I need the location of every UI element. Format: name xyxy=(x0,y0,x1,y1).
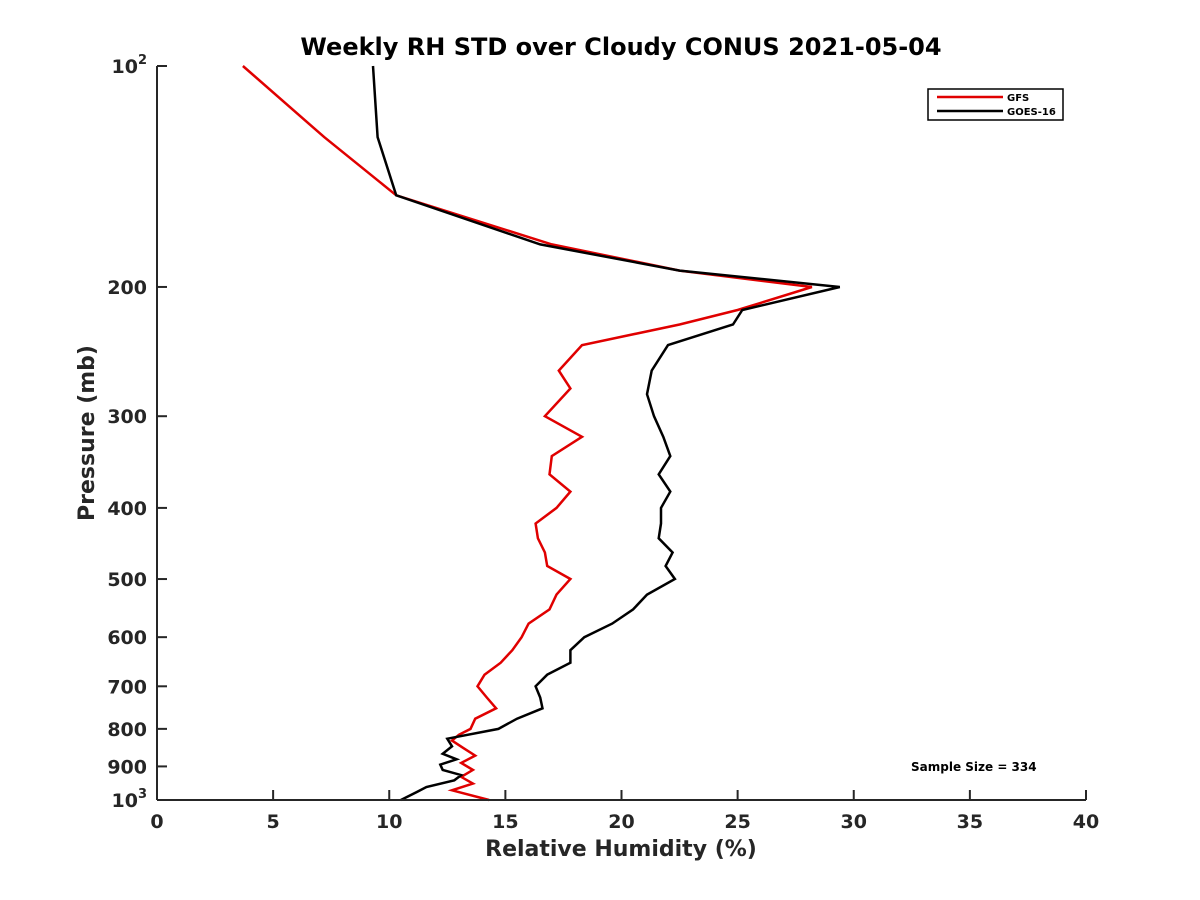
legend-box xyxy=(927,88,1064,121)
y-axis-ticks: 102 200 300 400 500 600 700 800 900 103 xyxy=(107,53,167,812)
x-tick-label: 0 xyxy=(150,811,163,833)
x-tick-label: 15 xyxy=(492,811,518,833)
chart-title: Weekly RH STD over Cloudy CONUS 2021-05-… xyxy=(300,33,941,61)
series-line-gfs xyxy=(242,65,813,802)
x-tick-label: 35 xyxy=(957,811,983,833)
y-tick-label: 102 xyxy=(112,53,148,78)
y-tick-label: 800 xyxy=(107,719,147,741)
y-tick-label: 600 xyxy=(107,627,147,649)
y-tick-label: 500 xyxy=(107,569,147,591)
y-tick-label: 400 xyxy=(107,498,147,520)
y-tick-label: 900 xyxy=(107,756,147,778)
x-tick-label: 10 xyxy=(376,811,402,833)
x-tick-label: 20 xyxy=(608,811,634,833)
legend-label-goes-16: GOES-16 xyxy=(1007,107,1056,118)
plot-area xyxy=(242,65,841,802)
series-line-goes-16 xyxy=(371,65,841,802)
legend: GFS GOES-16 xyxy=(927,88,1064,121)
y-tick-label: 700 xyxy=(107,676,147,698)
x-axis-label: Relative Humidity (%) xyxy=(485,837,757,862)
x-tick-label: 30 xyxy=(841,811,867,833)
y-tick-label: 200 xyxy=(107,277,147,299)
x-tick-label: 5 xyxy=(267,811,280,833)
sample-size-annotation: Sample Size = 334 xyxy=(911,760,1037,774)
x-axis-ticks: 0 5 10 15 20 25 30 35 40 xyxy=(150,790,1099,833)
legend-label-gfs: GFS xyxy=(1007,93,1029,104)
y-tick-label: 300 xyxy=(107,406,147,428)
x-tick-label: 40 xyxy=(1073,811,1099,833)
y-axis-label: Pressure (mb) xyxy=(75,345,100,521)
x-tick-label: 25 xyxy=(724,811,750,833)
y-tick-label: 103 xyxy=(112,787,148,812)
